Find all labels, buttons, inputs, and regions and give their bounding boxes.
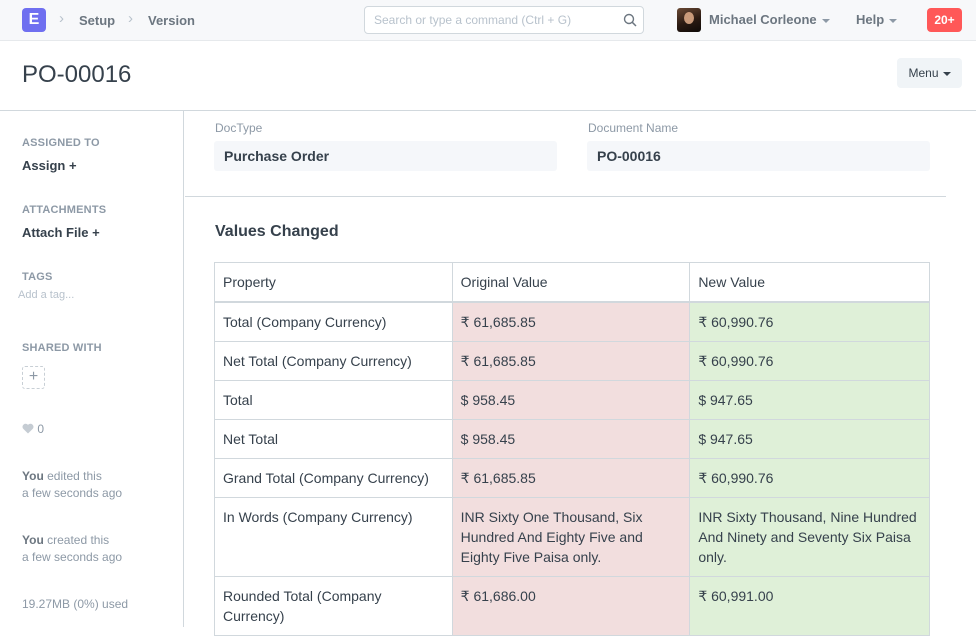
user-name: Michael Corleone bbox=[709, 12, 817, 27]
help-label: Help bbox=[856, 12, 885, 27]
storage-usage: 19.27MB (0%) used bbox=[22, 597, 129, 611]
document-name-field: PO-00016 bbox=[587, 141, 930, 171]
property-cell: Net Total (Company Currency) bbox=[214, 341, 453, 381]
menu-button[interactable]: Menu bbox=[897, 58, 962, 88]
values-changed-table: Property Original Value New Value Total … bbox=[214, 262, 930, 636]
notification-badge[interactable]: 20+ bbox=[927, 8, 962, 32]
values-changed-heading: Values Changed bbox=[215, 223, 339, 240]
new-value-cell: ₹ 60,990.76 bbox=[689, 458, 930, 498]
table-row: Total (Company Currency) ₹ 61,685.85 ₹ 6… bbox=[214, 301, 930, 342]
section-divider bbox=[185, 196, 946, 197]
timeline-who: You bbox=[22, 469, 44, 483]
search-input[interactable] bbox=[365, 7, 605, 33]
column-header-new: New Value bbox=[689, 262, 930, 303]
document-name-label: Document Name bbox=[588, 121, 679, 135]
new-value-cell: $ 947.65 bbox=[689, 380, 930, 420]
heart-icon bbox=[22, 423, 34, 434]
search-bar bbox=[364, 6, 644, 34]
add-share-button[interactable]: + bbox=[22, 366, 45, 389]
timeline-action: created this bbox=[43, 533, 110, 547]
original-value-cell: $ 958.45 bbox=[451, 380, 691, 420]
new-value-cell: $ 947.65 bbox=[689, 419, 930, 459]
new-value-cell: ₹ 60,990.76 bbox=[689, 301, 930, 342]
original-value-cell: INR Sixty One Thousand, Six Hundred And … bbox=[451, 497, 691, 577]
help-menu[interactable]: Help bbox=[856, 12, 898, 27]
new-value-cell: ₹ 60,990.76 bbox=[689, 341, 930, 381]
table-row: Total $ 958.45 $ 947.65 bbox=[214, 380, 930, 420]
attachments-label: ATTACHMENTS bbox=[22, 204, 107, 216]
timeline-when: a few seconds ago bbox=[22, 550, 123, 564]
caret-down-icon bbox=[889, 18, 898, 23]
breadcrumb-version[interactable]: Version bbox=[148, 13, 195, 28]
property-cell: In Words (Company Currency) bbox=[214, 497, 453, 577]
page-title: PO-00016 bbox=[22, 61, 132, 88]
user-menu[interactable]: Michael Corleone bbox=[709, 12, 830, 27]
table-row: Net Total $ 958.45 $ 947.65 bbox=[214, 419, 930, 459]
caret-down-icon bbox=[821, 18, 830, 23]
breadcrumb-setup[interactable]: Setup bbox=[79, 13, 116, 28]
timeline-item: You edited this a few seconds ago bbox=[22, 468, 122, 502]
assigned-to-label: ASSIGNED TO bbox=[22, 137, 100, 149]
tags-label: TAGS bbox=[22, 271, 53, 283]
table-header-row: Property Original Value New Value bbox=[214, 262, 930, 303]
form-sidebar: ASSIGNED TO Assign + ATTACHMENTS Attach … bbox=[0, 111, 184, 627]
chevron-right-icon: › bbox=[59, 10, 64, 27]
doctype-field: Purchase Order bbox=[214, 141, 557, 171]
add-tag-input[interactable]: Add a tag... bbox=[18, 289, 75, 301]
original-value-cell: ₹ 61,685.85 bbox=[451, 341, 691, 381]
property-cell: Grand Total (Company Currency) bbox=[214, 458, 453, 498]
assign-link[interactable]: Assign + bbox=[22, 158, 77, 173]
page-head: PO-00016 Menu bbox=[0, 41, 976, 111]
navbar: E › Setup › Version Michael Corleone Hel… bbox=[0, 0, 976, 41]
table-row: Grand Total (Company Currency) ₹ 61,685.… bbox=[214, 458, 930, 498]
shared-with-label: SHARED WITH bbox=[22, 342, 102, 354]
property-cell: Total bbox=[214, 380, 453, 420]
original-value-cell: ₹ 61,685.85 bbox=[451, 458, 691, 498]
search-icon[interactable] bbox=[623, 13, 637, 27]
property-cell: Total (Company Currency) bbox=[214, 301, 453, 342]
avatar[interactable] bbox=[677, 8, 701, 32]
column-header-property: Property bbox=[214, 262, 453, 303]
property-cell: Rounded Total (Company Currency) bbox=[214, 576, 453, 636]
like-count: 0 bbox=[37, 422, 45, 436]
original-value-cell: $ 958.45 bbox=[451, 419, 691, 459]
doctype-label: DocType bbox=[215, 121, 263, 135]
table-row: Net Total (Company Currency) ₹ 61,685.85… bbox=[214, 341, 930, 381]
new-value-cell: INR Sixty Thousand, Nine Hundred And Nin… bbox=[689, 497, 930, 577]
property-cell: Net Total bbox=[214, 419, 453, 459]
timeline-action: edited this bbox=[43, 469, 102, 483]
original-value-cell: ₹ 61,685.85 bbox=[451, 301, 691, 342]
timeline-item: You created this a few seconds ago bbox=[22, 532, 122, 566]
menu-label: Menu bbox=[908, 66, 939, 80]
table-row: Rounded Total (Company Currency) ₹ 61,68… bbox=[214, 576, 930, 636]
attach-file-link[interactable]: Attach File + bbox=[22, 225, 100, 240]
original-value-cell: ₹ 61,686.00 bbox=[451, 576, 691, 636]
column-header-original: Original Value bbox=[451, 262, 691, 303]
timeline-who: You bbox=[22, 533, 44, 547]
new-value-cell: ₹ 60,991.00 bbox=[689, 576, 930, 636]
like-button[interactable]: 0 bbox=[22, 422, 44, 436]
table-row: In Words (Company Currency) INR Sixty On… bbox=[214, 497, 930, 577]
chevron-right-icon: › bbox=[128, 10, 133, 27]
app-logo[interactable]: E bbox=[22, 8, 46, 32]
timeline-when: a few seconds ago bbox=[22, 486, 123, 500]
main-section: DocType Purchase Order Document Name PO-… bbox=[185, 111, 976, 636]
caret-down-icon bbox=[942, 71, 951, 76]
